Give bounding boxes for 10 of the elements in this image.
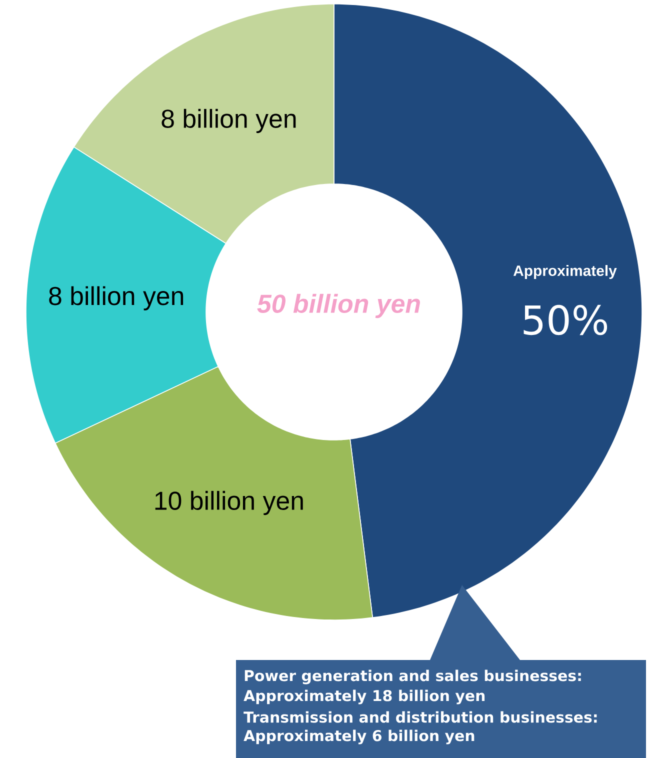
data-label: 8 billion yen (162, 108, 296, 134)
data-label: 8 billion yen (49, 286, 184, 310)
text: Transmission and distribution businesses: (244, 711, 597, 723)
data-label: 10 billion yen (155, 490, 303, 516)
text: 50% (524, 304, 608, 336)
text: 50 billion yen (257, 294, 420, 318)
text: Power generation and sales businesses: (244, 670, 581, 684)
text: Approximately 6 billion yen (244, 730, 474, 744)
text: Approximately (513, 265, 617, 279)
text: Approximately 18 billion yen (244, 690, 485, 704)
